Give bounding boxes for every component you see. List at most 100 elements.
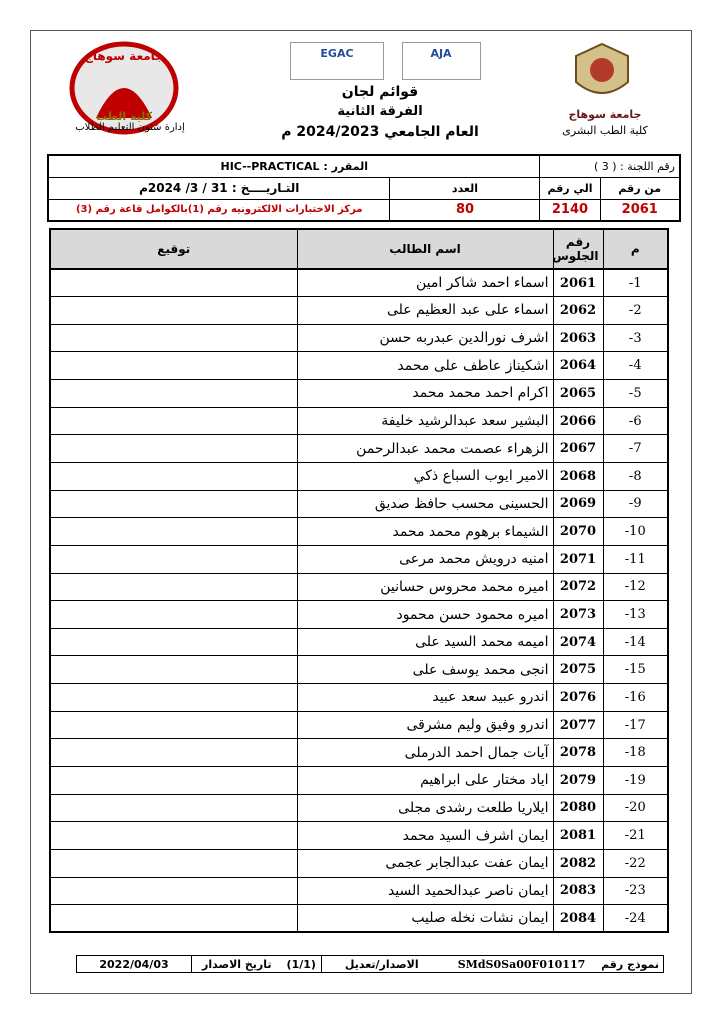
table-row: 4- 2064 اشكيناز عاطف على محمد <box>49 351 669 381</box>
signature-cell <box>49 848 298 878</box>
row-number: 15- <box>602 655 669 685</box>
student-name: البشير سعد عبدالرشيد خليفة <box>296 406 554 436</box>
row-number: 8- <box>602 461 669 491</box>
signature-cell <box>49 351 298 381</box>
form-code: SMdS0Sa00F010117 <box>457 957 586 971</box>
row-number: 3- <box>602 323 669 353</box>
table-row: 22- 2082 ايمان عفت عبدالجابر عجمى <box>49 848 669 878</box>
row-number: 23- <box>602 876 669 906</box>
table-row: 13- 2073 اميره محمود حسن محمود <box>49 600 669 629</box>
table-row: 23- 2083 ايمان ناصر عبدالحميد السيد <box>49 876 669 906</box>
info-table: رقم اللجنة : ( 3 ) المقرر : HIC--PRACTIC… <box>47 154 681 222</box>
seat-number: 2073 <box>552 600 604 629</box>
seat-number: 2062 <box>552 296 604 325</box>
row-number: 6- <box>602 406 669 436</box>
seat-number: 2061 <box>552 268 604 298</box>
row-number: 16- <box>602 683 669 712</box>
signature-cell <box>49 655 298 685</box>
student-name: ايمان اشرف السيد محمد <box>296 821 554 850</box>
row-number: 11- <box>602 544 669 574</box>
course: المقرر : HIC--PRACTICAL <box>47 154 541 178</box>
to-number: 2140 <box>539 198 601 222</box>
seat-number: 2063 <box>552 323 604 353</box>
row-number: 19- <box>602 766 669 795</box>
signature-cell <box>49 766 298 795</box>
date: التـاريــــخ : 31 / 3/ 2024م <box>47 176 391 200</box>
signature-cell <box>49 876 298 906</box>
from-label: من رقم <box>599 176 681 200</box>
version: (1/1) <box>286 957 316 971</box>
student-name: اندرو عبيد سعد عبيد <box>296 683 554 712</box>
seat-number: 2080 <box>552 793 604 823</box>
table-row: 15- 2075 انجى محمد يوسف على <box>49 655 669 685</box>
student-name: ايمان عفت عبدالجابر عجمى <box>296 848 554 878</box>
table-row: 17- 2077 اندرو وفيق وليم مشرقى <box>49 710 669 740</box>
seat-number: 2075 <box>552 655 604 685</box>
table-body: 1- 2061 اسماء احمد شاكر امين 2- 2062 اسماء عل… <box>49 268 669 933</box>
seat-number: 2070 <box>552 517 604 546</box>
row-number: 17- <box>602 710 669 740</box>
signature-cell <box>49 710 298 740</box>
signature-cell <box>49 738 298 768</box>
seat-number: 2066 <box>552 406 604 436</box>
table-row: 18- 2078 آيات جمال احمد الدرملى <box>49 738 669 768</box>
seat-number: 2072 <box>552 572 604 602</box>
student-name: اشرف نورالدين عبدربه حسن <box>296 323 554 353</box>
seat-number: 2071 <box>552 544 604 574</box>
seat-number: 2069 <box>552 489 604 519</box>
student-name: ايمان ناصر عبدالحميد السيد <box>296 876 554 906</box>
student-name: ايمان نشات نخله صليب <box>296 904 554 933</box>
row-number: 1- <box>602 268 669 298</box>
department: إدارة شئون التعليم الطلاب <box>75 122 185 133</box>
student-name: اميمه محمد السيد على <box>296 627 554 657</box>
seat-number: 2083 <box>552 876 604 906</box>
signature-cell <box>49 793 298 823</box>
column-header: م <box>602 228 669 270</box>
table-row: 16- 2076 اندرو عبيد سعد عبيد <box>49 683 669 712</box>
seat-number: 2082 <box>552 848 604 878</box>
row-number: 9- <box>602 489 669 519</box>
student-name: اشكيناز عاطف على محمد <box>296 351 554 381</box>
location: مركز الاختبارات الالكترونيه رقم (1)بالكو… <box>47 198 391 222</box>
from-number: 2061 <box>599 198 681 222</box>
table-row: 11- 2071 امنيه درويش محمد مرعى <box>49 544 669 574</box>
signature-cell <box>49 379 298 408</box>
student-name: اسماء على عبد العظيم على <box>296 296 554 325</box>
signature-cell <box>49 517 298 546</box>
table-row: 14- 2074 اميمه محمد السيد على <box>49 627 669 657</box>
student-name: الزهراء عصمت محمد عبدالرحمن <box>296 434 554 463</box>
left-logo: جامعة سوهاج كلية الطب <box>69 41 179 135</box>
student-name: ايلاريا طلعت رشدى مجلى <box>296 793 554 823</box>
seat-number: 2079 <box>552 766 604 795</box>
table-row: 12- 2072 اميره محمد محروس حسانين <box>49 572 669 602</box>
signature-cell <box>49 323 298 353</box>
column-header: رقم الجلوس <box>552 228 604 270</box>
faculty: كلية الطب البشرى <box>562 124 648 137</box>
version-label: الاصدار/تعديل <box>321 955 442 973</box>
student-name: اسماء احمد شاكر امين <box>296 268 554 298</box>
row-number: 14- <box>602 627 669 657</box>
row-number: 18- <box>602 738 669 768</box>
table-row: 9- 2069 الحسينى محسب حافظ صديق <box>49 489 669 519</box>
count: 80 <box>389 198 541 222</box>
column-header: توقيع <box>49 228 298 270</box>
students-table: م رقم الجلوس اسم الطالب توقيع 1- 2061 اسما… <box>49 228 669 934</box>
signature-cell <box>49 904 298 933</box>
signature-cell <box>49 572 298 602</box>
seat-number: 2081 <box>552 821 604 850</box>
right-logo <box>575 42 629 94</box>
row-number: 24- <box>602 904 669 933</box>
accreditation-logos: EGAC AJA <box>290 42 481 80</box>
row-number: 4- <box>602 351 669 381</box>
logo-text: كلية الطب <box>96 110 153 123</box>
table-row: 2- 2062 اسماء على عبد العظيم على <box>49 296 669 325</box>
issue-date: 2022/04/03 <box>99 957 169 971</box>
table-row: 5- 2065 اكرام احمد محمد محمد <box>49 379 669 408</box>
signature-cell <box>49 461 298 491</box>
signature-cell <box>49 489 298 519</box>
count-label: العدد <box>389 176 541 200</box>
row-number: 22- <box>602 848 669 878</box>
signature-cell <box>49 683 298 712</box>
signature-cell <box>49 268 298 298</box>
